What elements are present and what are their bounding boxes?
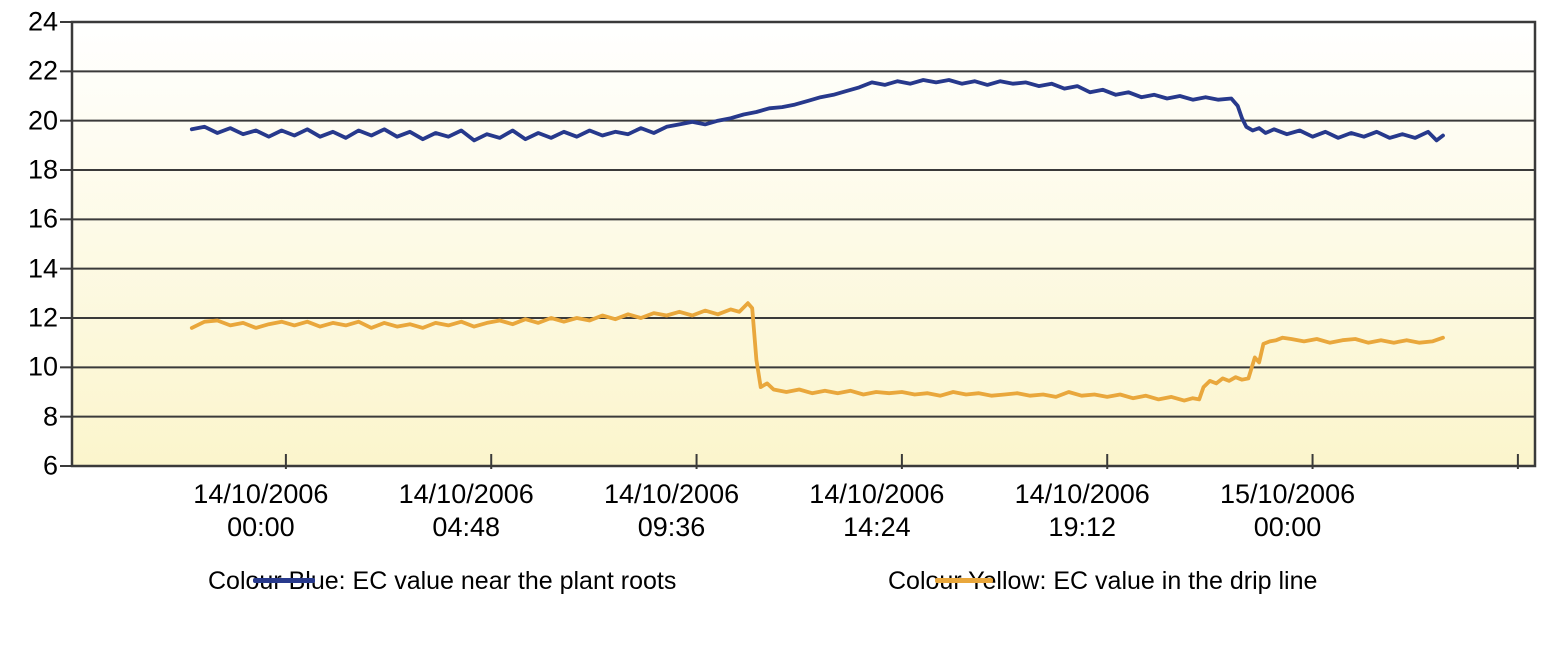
y-tick-label-10: 10 bbox=[27, 351, 58, 382]
legend-item-blue: Colour Blue: EC value near the plant roo… bbox=[208, 566, 676, 600]
y-tick-label-6: 6 bbox=[42, 450, 58, 481]
y-tick-label-24: 24 bbox=[27, 6, 58, 37]
yellow-line-swatch bbox=[935, 578, 993, 583]
y-tick-label-12: 12 bbox=[27, 302, 58, 333]
x-tick-label: 14/10/2006 09:36 bbox=[603, 479, 740, 542]
y-tick-label-18: 18 bbox=[27, 154, 58, 185]
y-tick-label-16: 16 bbox=[27, 203, 58, 234]
y-tick-label-14: 14 bbox=[27, 253, 58, 284]
x-tick-label: 14/10/2006 14:24 bbox=[809, 479, 945, 542]
legend-item-yellow: Colour Yellow: EC value in the drip line bbox=[888, 566, 1317, 600]
y-tick-label-8: 8 bbox=[42, 401, 58, 432]
x-tick-label: 14/10/2006 04:48 bbox=[398, 479, 534, 542]
series-line-0 bbox=[189, 78, 1445, 143]
x-tick-label: 14/10/2006 19:12 bbox=[1014, 479, 1150, 542]
x-tick-label: 15/10/2006 00:00 bbox=[1219, 479, 1356, 542]
x-tick-label: 14/10/2006 00:00 bbox=[193, 479, 329, 542]
y-tick-label-20: 20 bbox=[27, 105, 58, 136]
series-line-1 bbox=[189, 301, 1445, 403]
y-tick-label-22: 22 bbox=[27, 55, 58, 86]
plot-border bbox=[70, 20, 1537, 468]
blue-line-swatch bbox=[253, 578, 315, 583]
